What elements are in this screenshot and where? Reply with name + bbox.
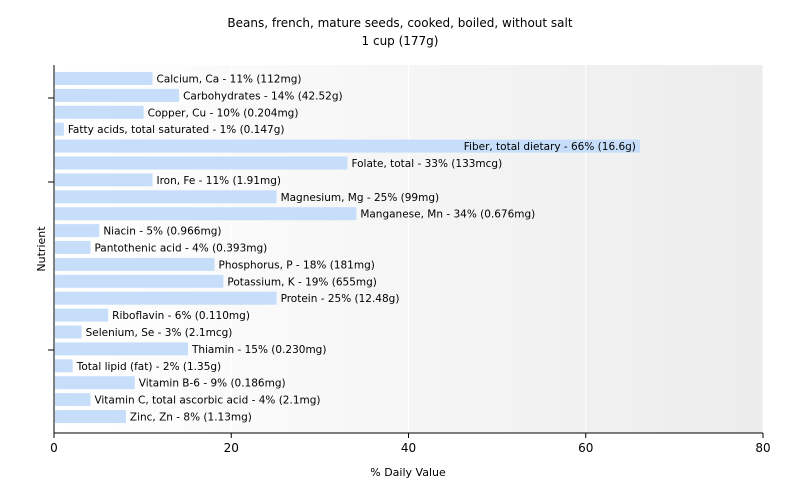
bar-label: Magnesium, Mg - 25% (99mg): [281, 192, 440, 204]
chart-title: Beans, french, mature seeds, cooked, boi…: [227, 16, 572, 30]
bar: [55, 359, 73, 373]
bar: [55, 308, 109, 322]
bar-label: Iron, Fe - 11% (1.91mg): [156, 175, 280, 187]
x-tick-label: 60: [578, 441, 593, 455]
bar: [55, 207, 357, 221]
bar-label: Carbohydrates - 14% (42.52g): [183, 90, 343, 102]
bar-label: Selenium, Se - 3% (2.1mcg): [86, 327, 233, 339]
x-tick-label: 40: [401, 441, 416, 455]
bar-label: Zinc, Zn - 8% (1.13mg): [130, 412, 252, 424]
bar-label: Vitamin C, total ascorbic acid - 4% (2.1…: [94, 395, 320, 407]
bar-label: Pantothenic acid - 4% (0.393mg): [94, 243, 267, 255]
x-tick-label: 80: [755, 441, 770, 455]
bar-label: Total lipid (fat) - 2% (1.35g): [76, 361, 221, 373]
bar-label: Niacin - 5% (0.966mg): [103, 226, 221, 238]
axes: [48, 65, 764, 438]
bar: [55, 72, 153, 85]
bar-label: Protein - 25% (12.48g): [281, 293, 400, 305]
bar-label: Fiber, total dietary - 66% (16.6g): [464, 141, 636, 153]
bar: [55, 410, 126, 423]
bar: [55, 376, 135, 390]
bar-label: Manganese, Mn - 34% (0.676mg): [360, 209, 535, 221]
bar-label: Calcium, Ca - 11% (112mg): [156, 74, 301, 86]
bar-label: Copper, Cu - 10% (0.204mg): [148, 107, 299, 119]
bar-label: Riboflavin - 6% (0.110mg): [112, 310, 250, 322]
x-axis-label: % Daily Value: [370, 466, 446, 479]
x-tick-label: 20: [224, 441, 239, 455]
x-tick-labels: 0 20 40 60 80: [50, 441, 770, 455]
bar-label: Vitamin B-6 - 9% (0.186mg): [139, 378, 286, 390]
bar-label: Potassium, K - 19% (655mg): [227, 276, 377, 288]
bar: [55, 291, 277, 305]
bar: [55, 156, 348, 170]
bar-label: Phosphorus, P - 18% (181mg): [219, 259, 375, 271]
bars: [55, 72, 640, 423]
bar: [55, 224, 100, 238]
bar: [55, 342, 188, 356]
bar: [55, 241, 91, 254]
bar: [55, 139, 640, 153]
bar-label: Thiamin - 15% (0.230mg): [191, 344, 327, 356]
bar: [55, 393, 91, 407]
bar: [55, 105, 144, 119]
bar: [55, 257, 215, 271]
bar: [55, 190, 277, 204]
bar-label: Folate, total - 33% (133mcg): [351, 158, 502, 170]
x-tick-label: 0: [50, 441, 58, 455]
bar: [55, 173, 153, 187]
y-axis-label: Nutrient: [35, 226, 48, 272]
grid-lines: [230, 65, 764, 433]
bar-label: Fatty acids, total saturated - 1% (0.147…: [68, 124, 285, 136]
bar: [55, 274, 224, 288]
bar-labels: Calcium, Ca - 11% (112mg) Carbohydrates -…: [68, 74, 636, 424]
chart-subtitle: 1 cup (177g): [362, 34, 439, 48]
bar: [55, 122, 64, 136]
bar: [55, 325, 82, 339]
bar: [55, 88, 180, 102]
